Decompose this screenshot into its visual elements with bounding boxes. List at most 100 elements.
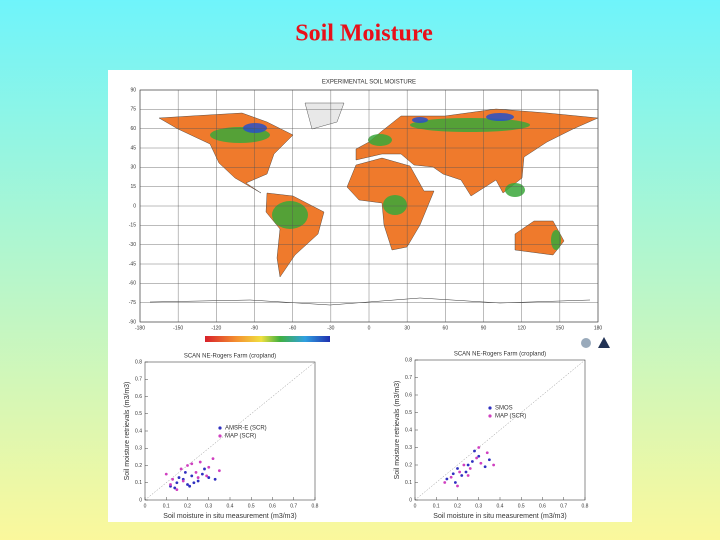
- logo: [598, 337, 610, 348]
- lat-tick-label: -30: [129, 242, 136, 248]
- saturated-region: [486, 113, 514, 121]
- x-tick-label: 0.6: [539, 503, 546, 509]
- scatter-point: [196, 479, 200, 483]
- scatter-point: [487, 458, 491, 462]
- scatter-point: [179, 467, 183, 471]
- y-tick-label: 0.7: [405, 375, 412, 381]
- wet-region: [505, 183, 525, 197]
- scatter-point: [477, 446, 481, 449]
- y-tick-label: 0.2: [405, 462, 412, 468]
- lat-tick-label: 45: [130, 145, 136, 151]
- x-tick-label: 0.8: [312, 503, 319, 509]
- scatter-point: [175, 488, 179, 492]
- scatter-point: [190, 474, 194, 478]
- scatter-point: [470, 460, 474, 463]
- scatter-point: [186, 464, 189, 467]
- scatter-point: [451, 472, 455, 476]
- map-title: EXPERIMENTAL SOIL MOISTURE: [322, 80, 416, 86]
- lon-tick-label: -150: [173, 325, 183, 331]
- scatter-point: [460, 474, 464, 477]
- y-tick-label: 0.3: [135, 446, 142, 452]
- lat-tick-label: 15: [130, 184, 136, 190]
- x-axis-label: Soil moisture in situ measurement (m3/m3…: [433, 513, 566, 520]
- saturated-regions: [243, 113, 514, 133]
- one-to-one-line: [414, 359, 586, 501]
- scatter-point: [192, 481, 196, 485]
- y-tick-label: 0.8: [135, 359, 142, 365]
- scatter-point: [177, 476, 181, 479]
- lat-tick-label: 75: [130, 107, 136, 113]
- wet-region: [551, 230, 561, 250]
- x-tick-label: 0.2: [184, 503, 191, 509]
- y-tick-label: 0.3: [405, 445, 412, 451]
- australia: [514, 220, 565, 256]
- colorbar: [205, 336, 330, 342]
- scatter-point: [171, 477, 175, 481]
- y-axis-label: Soil moisture retrievals (m3/m3): [394, 381, 401, 480]
- scatter-point: [479, 461, 483, 465]
- scatter-point: [477, 454, 481, 458]
- lat-tick-label: 30: [130, 165, 136, 171]
- x-tick-label: 0.6: [269, 503, 276, 509]
- x-tick-label: 0.5: [248, 503, 255, 509]
- scatter-point: [173, 486, 177, 490]
- lat-tick-label: -90: [129, 319, 136, 325]
- lat-tick-label: -15: [129, 223, 136, 229]
- scatter-point: [475, 456, 479, 460]
- y-tick-label: 0.1: [405, 480, 412, 486]
- lat-tick-label: -45: [129, 261, 136, 267]
- lon-tick-label: -90: [251, 325, 258, 331]
- scatter-point: [453, 481, 457, 484]
- y-tick-label: 0.6: [135, 394, 142, 400]
- legend-marker: [488, 414, 492, 418]
- scatter-point: [458, 470, 462, 474]
- scatter-point: [473, 449, 476, 453]
- lon-tick-label: 60: [443, 325, 449, 331]
- scatter-point: [169, 483, 172, 486]
- lon-tick-label: 180: [594, 325, 603, 331]
- y-tick-label: 0: [409, 497, 412, 503]
- lat-tick-label: -75: [129, 300, 136, 306]
- x-tick-label: 0.8: [582, 503, 589, 509]
- saturated-region: [243, 123, 267, 133]
- scatter-point: [468, 467, 472, 470]
- plot-title: SCAN NE-Rogers Farm (cropland): [184, 354, 276, 360]
- scatter-point: [485, 451, 489, 455]
- y-tick-label: 0.1: [135, 480, 142, 486]
- eurasia: [355, 108, 598, 197]
- y-tick-label: 0.7: [135, 377, 142, 383]
- wet-region: [272, 201, 308, 229]
- logo: [581, 338, 591, 348]
- scatter-point: [211, 457, 215, 460]
- wet-region: [368, 134, 392, 146]
- legend-marker: [218, 426, 222, 430]
- wet-region: [383, 195, 407, 215]
- x-tick-label: 0.3: [475, 503, 482, 509]
- scatter-point: [443, 481, 447, 484]
- y-tick-label: 0.4: [135, 428, 142, 434]
- y-tick-label: 0.2: [135, 463, 142, 469]
- x-tick-label: 0.1: [433, 503, 440, 509]
- y-tick-label: 0.6: [405, 392, 412, 398]
- legend-marker: [488, 406, 492, 410]
- lon-tick-label: 90: [481, 325, 487, 331]
- x-tick-label: 0.4: [227, 503, 234, 509]
- y-tick-label: 0.4: [405, 427, 412, 433]
- lon-tick-label: 120: [517, 325, 526, 331]
- scatter-point: [198, 460, 202, 464]
- scatter-point: [196, 476, 200, 479]
- scatter-point: [466, 474, 470, 477]
- legend-label: MAP (SCR): [225, 434, 256, 440]
- scatter-point: [213, 477, 217, 481]
- x-tick-label: 0.7: [290, 503, 297, 509]
- legend-label: AMSR-E (SCR): [225, 426, 267, 432]
- lat-tick-label: 0: [133, 203, 136, 209]
- legend-label: SMOS: [495, 406, 513, 412]
- scatter-point: [188, 484, 192, 488]
- lon-tick-label: -30: [327, 325, 334, 331]
- saturated-region: [412, 117, 428, 123]
- scatter-point: [217, 469, 221, 473]
- scatter-point: [464, 470, 468, 474]
- plot-title: SCAN NE-Rogers Farm (cropland): [454, 352, 546, 358]
